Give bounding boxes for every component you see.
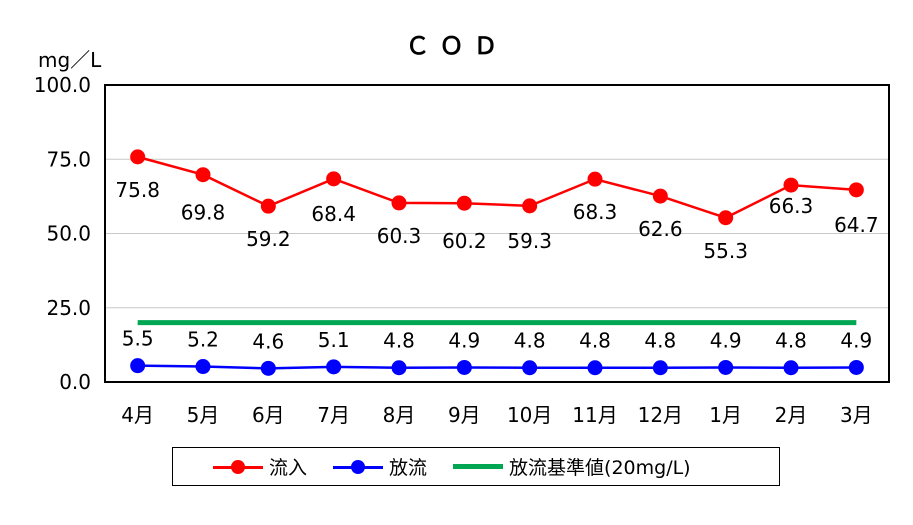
data-point-inflow <box>783 177 799 193</box>
x-tick-label: 7月 <box>317 403 350 427</box>
x-tick-label: 2月 <box>775 403 808 427</box>
x-tick-label: 9月 <box>448 403 481 427</box>
data-label-outflow: 5.2 <box>187 328 219 352</box>
x-tick-label: 4月 <box>121 403 154 427</box>
data-point-outflow <box>522 360 538 376</box>
legend-swatch-outflow <box>333 459 384 474</box>
data-point-inflow <box>587 171 603 187</box>
data-label-inflow: 59.2 <box>246 227 291 251</box>
data-point-outflow <box>130 358 146 374</box>
chart-title: ＣＯＤ <box>405 32 508 60</box>
data-point-inflow <box>130 149 146 165</box>
data-label-inflow: 68.4 <box>311 202 356 226</box>
data-point-inflow <box>848 182 864 198</box>
x-tick-label: 6月 <box>252 403 285 427</box>
data-point-outflow <box>260 360 276 376</box>
y-axis-unit-label: mg／L <box>38 48 102 72</box>
y-tick-label: 25.0 <box>46 296 91 320</box>
data-label-inflow: 68.3 <box>573 200 618 224</box>
x-tick-label: 1月 <box>709 403 742 427</box>
x-tick-label: 5月 <box>187 403 220 427</box>
data-label-outflow: 5.5 <box>122 327 154 351</box>
data-point-inflow <box>456 195 472 211</box>
data-label-inflow: 60.2 <box>442 229 487 253</box>
data-label-inflow: 55.3 <box>703 239 748 263</box>
data-point-outflow <box>783 360 799 376</box>
x-tick-label: 3月 <box>840 403 873 427</box>
legend-item-outflow: 放流 <box>333 453 427 480</box>
y-tick-label: 0.0 <box>59 370 91 394</box>
data-point-outflow <box>326 359 342 375</box>
data-label-outflow: 4.6 <box>252 329 284 353</box>
chart-legend: 流入 放流 放流基準値(20mg/L) <box>172 447 780 486</box>
data-label-outflow: 5.1 <box>318 328 350 352</box>
data-label-inflow: 66.3 <box>769 194 814 218</box>
legend-label-standard: 放流基準値(20mg/L) <box>509 457 691 479</box>
data-label-outflow: 4.9 <box>840 328 872 352</box>
data-label-outflow: 4.9 <box>710 328 742 352</box>
legend-label-inflow: 流入 <box>269 457 308 479</box>
plot-area-frame <box>104 84 890 383</box>
legend-swatch-inflow <box>213 459 263 474</box>
y-tick-label: 50.0 <box>46 222 91 246</box>
data-point-inflow <box>718 210 734 226</box>
data-point-inflow <box>260 198 276 214</box>
data-point-outflow <box>195 359 211 375</box>
data-label-inflow: 59.3 <box>507 229 552 253</box>
data-label-inflow: 60.3 <box>377 224 422 248</box>
legend-label-outflow: 放流 <box>389 457 428 479</box>
data-point-outflow <box>718 359 734 375</box>
data-label-outflow: 4.8 <box>383 329 415 353</box>
data-label-inflow: 69.8 <box>181 201 226 225</box>
data-point-inflow <box>195 167 211 183</box>
x-tick-label: 10月 <box>507 403 552 427</box>
data-point-outflow <box>652 360 668 376</box>
x-tick-label: 12月 <box>638 403 683 427</box>
x-tick-label: 8月 <box>383 403 416 427</box>
data-point-inflow <box>652 188 668 204</box>
data-point-outflow <box>391 360 407 376</box>
data-label-inflow: 64.7 <box>834 213 879 237</box>
data-label-inflow: 75.8 <box>115 178 160 202</box>
data-label-outflow: 4.8 <box>514 329 546 353</box>
data-point-inflow <box>391 195 407 211</box>
data-point-inflow <box>326 171 342 187</box>
y-tick-label: 100.0 <box>34 73 91 97</box>
data-point-inflow <box>522 198 538 214</box>
data-label-outflow: 4.9 <box>448 328 480 352</box>
data-label-outflow: 4.8 <box>644 329 676 353</box>
data-point-outflow <box>456 359 472 375</box>
data-label-inflow: 62.6 <box>638 217 683 241</box>
legend-item-inflow: 流入 <box>213 453 307 480</box>
legend-swatch-standard <box>453 460 504 474</box>
data-label-outflow: 4.8 <box>775 329 807 353</box>
data-point-outflow <box>587 360 603 376</box>
x-tick-label: 11月 <box>572 403 617 427</box>
y-tick-label: 75.0 <box>46 147 91 171</box>
data-label-outflow: 4.8 <box>579 329 611 353</box>
series-line-inflow <box>137 155 857 220</box>
legend-item-standard: 放流基準値(20mg/L) <box>453 453 691 480</box>
data-point-outflow <box>848 359 864 375</box>
series-line-outflow <box>137 364 857 370</box>
